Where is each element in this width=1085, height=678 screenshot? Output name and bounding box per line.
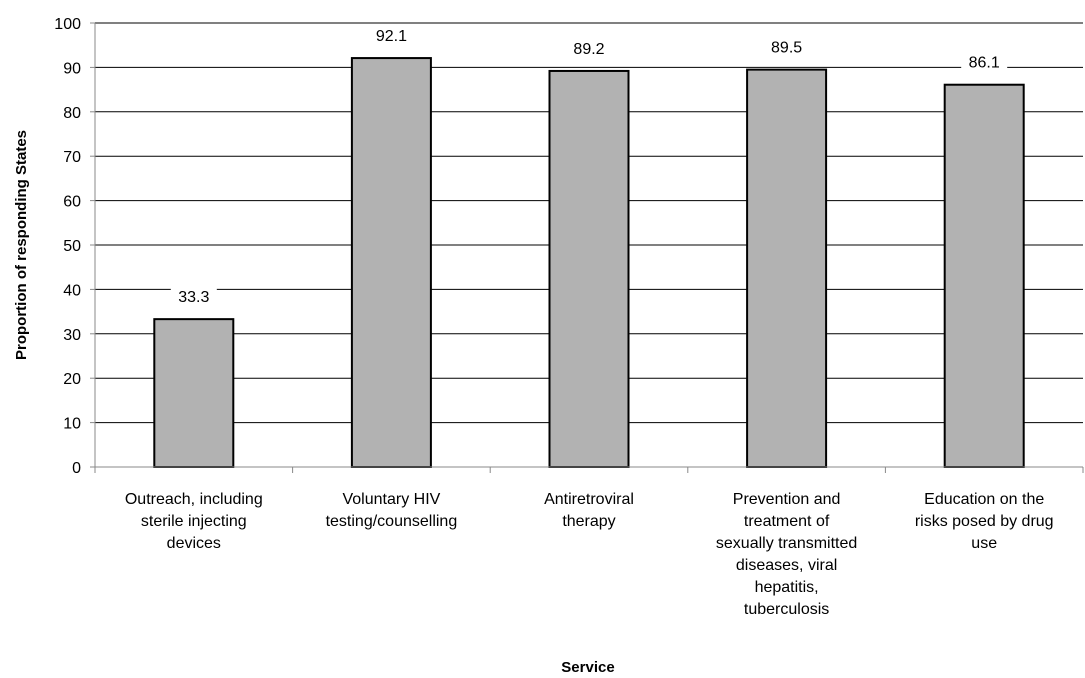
x-category-label: Outreach, including sterile injecting devi…: [125, 491, 263, 552]
bar: [548, 69, 630, 469]
data-label: 92.1: [376, 28, 407, 45]
x-category-label-line: Prevention and: [733, 491, 841, 508]
bar: [943, 83, 1025, 468]
x-category-label-line: sterile injecting: [141, 513, 247, 530]
data-label-background: [368, 26, 415, 48]
y-tick-label: 50: [63, 238, 81, 255]
data-label: 89.5: [771, 40, 802, 57]
x-category-label: Prevention and treatment of sexually trans…: [716, 491, 857, 618]
y-tick-label: 90: [63, 60, 81, 77]
x-category-label-line: therapy: [562, 513, 615, 530]
bar: [746, 68, 828, 469]
x-category-label-line: tuberculosis: [744, 601, 829, 618]
axes: [90, 22, 1084, 473]
x-category-label-line: Voluntary HIV: [342, 491, 440, 508]
data-label-background: [566, 38, 612, 60]
x-category-labels: Outreach, including sterile injecting devi…: [125, 491, 1054, 618]
x-category-label-line: use: [971, 535, 997, 552]
x-category-label-line: Education on the: [924, 491, 1044, 508]
x-category-label-line: Antiretroviral: [544, 491, 634, 508]
y-tick-label: 30: [63, 327, 81, 344]
y-tick-label: 70: [63, 149, 81, 166]
data-label-background: [961, 52, 1008, 74]
y-tick-labels: 0 10 20 30 40 50 60 70 80 90 100: [54, 16, 81, 477]
data-label: 89.2: [573, 41, 604, 58]
y-tick-label: 0: [72, 460, 81, 477]
y-tick-label: 80: [63, 105, 81, 122]
x-category-label: Voluntary HIV testing/counselling: [326, 491, 458, 530]
y-tick-label: 100: [54, 16, 81, 33]
y-tick-label: 40: [63, 282, 81, 299]
bar: [153, 318, 235, 469]
bar: [350, 57, 432, 469]
x-category-label-line: treatment of: [744, 513, 830, 530]
data-label: 33.3: [178, 289, 209, 306]
bars: [153, 57, 1025, 469]
x-category-label: Antiretroviral therapy: [544, 491, 634, 530]
data-label-background: [763, 37, 810, 59]
data-label-background: [170, 287, 217, 309]
y-tick-label: 20: [63, 371, 81, 388]
data-labels: 33.3 92.1 89.2 89.5 86.1: [170, 26, 1008, 309]
x-category-label-line: devices: [167, 535, 221, 552]
x-category-label: Education on the risks posed by drug use: [915, 491, 1054, 552]
x-category-label-line: Outreach, including: [125, 491, 263, 508]
x-category-label-line: hepatitis,: [755, 579, 819, 596]
x-category-label-line: testing/counselling: [326, 513, 458, 530]
y-tick-label: 10: [63, 416, 81, 433]
x-category-label-line: risks posed by drug: [915, 513, 1054, 530]
data-label: 86.1: [969, 55, 1000, 72]
x-axis-title: Service: [561, 659, 614, 676]
y-tick-label: 60: [63, 194, 81, 211]
x-category-label-line: diseases, viral: [736, 557, 837, 574]
x-category-label-line: sexually transmitted: [716, 535, 857, 552]
y-axis-title: Proportion of responding States: [13, 130, 30, 360]
